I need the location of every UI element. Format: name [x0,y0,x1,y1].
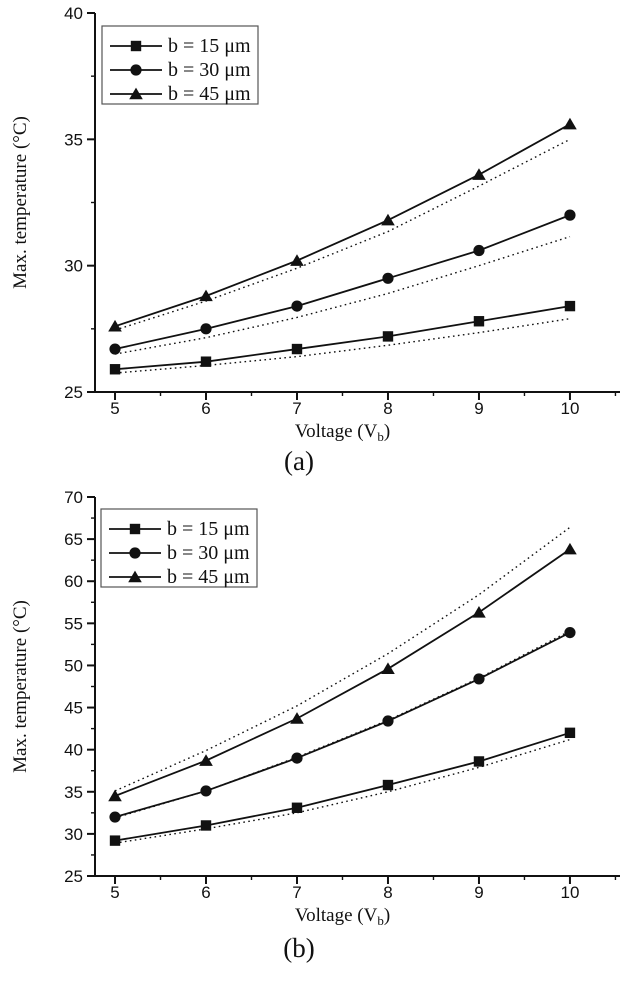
y-axis-title: Max. temperature (°C) [10,116,31,289]
dotted-series-0 [114,318,571,374]
data-point-circle [109,343,121,355]
x-tick-label: 6 [201,399,210,418]
legend-square-marker [130,40,142,52]
y-tick-label: 65 [64,530,83,549]
dotted-series-1 [114,235,571,355]
x-tick-label: 8 [383,399,392,418]
data-point-square [109,835,121,846]
data-point-square [291,343,303,355]
legend-triangle-marker [129,87,143,100]
data-point-triangle [108,789,122,802]
legend-label: b = 15 μm [167,518,250,540]
data-point-circle [564,209,576,221]
y-tick-label: 35 [64,783,83,802]
data-point-square [564,727,576,739]
data-point-circle [473,244,485,257]
data-point-triangle [472,605,486,618]
x-tick-label: 10 [560,399,579,418]
data-point-triangle [199,754,213,766]
data-point-circle [109,811,121,823]
x-tick-label: 10 [560,883,579,902]
x-tick-label: 7 [292,399,301,418]
solid-series-1 [114,631,571,818]
y-tick-label: 55 [64,614,83,633]
data-point-square [382,331,394,342]
y-tick-label: 40 [64,741,83,760]
data-point-triangle [563,542,577,555]
data-point-triangle [290,712,304,724]
legend-label: b = 45 μm [168,83,251,105]
y-tick-label: 30 [64,257,83,276]
legend-triangle-marker [128,570,142,583]
x-tick-label: 6 [201,883,210,902]
solid-series-0 [114,305,571,371]
data-point-triangle [199,289,213,302]
y-tick-label: 50 [64,656,83,675]
y-tick-label: 30 [64,825,83,844]
data-point-square [200,820,212,831]
x-tick-label: 9 [474,883,483,902]
caption-a: (a) [284,446,314,476]
solid-series-2 [114,548,571,797]
data-point-circle [473,673,485,685]
legend-circle-marker [129,547,141,559]
chart-a-plot: 25 30 35 40 5 6 7 8 9 10 Max. temperature (°C) Volt… [10,4,620,444]
data-point-triangle [563,117,577,130]
solid-series-2 [114,123,571,328]
data-point-square [291,802,303,813]
legend-label: b = 30 μm [168,59,251,81]
data-point-square [109,364,121,375]
data-point-square [564,300,576,312]
y-tick-label: 25 [64,383,83,402]
y-tick-label: 60 [64,572,83,591]
x-tick-label: 7 [292,883,301,902]
y-tick-label: 40 [64,4,83,23]
x-tick-label: 5 [110,883,119,902]
data-point-square [382,779,394,791]
y-axis-title: Max. temperature (°C) [10,600,31,773]
y-tick-label: 35 [64,130,83,149]
data-point-circle [291,300,303,312]
data-point-triangle [108,319,122,332]
dotted-series-1 [114,630,571,819]
x-axis-title: Voltage (Vb) [295,905,390,928]
solid-series-0 [114,731,571,842]
legend-square-marker [129,523,141,535]
caption-b: (b) [283,933,315,963]
y-tick-label: 25 [64,867,83,886]
data-point-circle [200,323,212,335]
data-point-triangle [381,213,395,226]
legend-box [100,508,258,588]
data-point-circle [382,272,394,284]
figure-b: 25 30 35 40 45 50 55 60 65 70 5 6 7 8 9 10 Max. temperat… [0,485,628,972]
data-point-square [473,756,485,767]
data-point-circle [564,626,576,639]
x-tick-label: 9 [474,399,483,418]
legend-label: b = 15 μm [168,35,251,57]
data-point-triangle [290,254,304,266]
data-point-circle [382,715,394,727]
data-point-triangle [381,662,395,675]
x-axis-title: Voltage (Vb) [295,421,390,444]
x-tick-label: 8 [383,883,392,902]
data-point-triangle [472,168,486,180]
legend-box [101,25,259,105]
legend-circle-marker [130,64,142,76]
figure-a: 25 30 35 40 5 6 7 8 9 10 Max. temperature (°C) Volt… [0,0,628,485]
solid-series-1 [114,214,571,350]
y-tick-label: 70 [64,488,83,507]
data-point-circle [200,785,212,797]
dotted-series-2 [114,138,571,331]
legend-label: b = 30 μm [167,542,250,564]
x-tick-label: 5 [110,399,119,418]
chart-b-plot: 25 30 35 40 45 50 55 60 65 70 5 6 7 8 9 10 Max. temperat… [10,488,620,928]
dotted-series-0 [114,738,571,844]
data-point-square [200,356,212,367]
legend-label: b = 45 μm [167,566,250,588]
data-point-square [473,316,485,327]
data-point-circle [291,752,303,764]
y-tick-label: 45 [64,699,83,718]
